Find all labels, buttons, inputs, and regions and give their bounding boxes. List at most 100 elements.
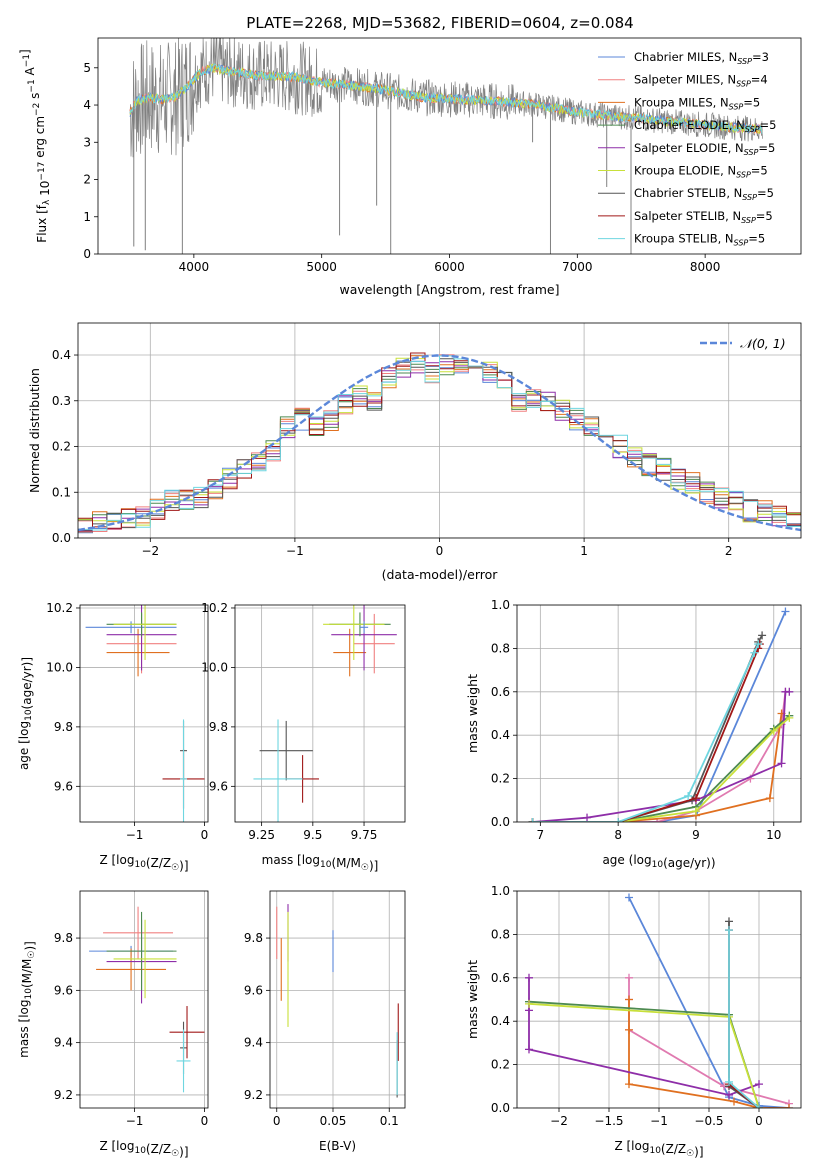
y-axis-label: Flux [fλ 10−17 erg cm−2 s−1 A−1] xyxy=(18,49,52,242)
panel-weight-vs-age: 7 8 9 10 0.0 0.2 0.4 0.6 0.8 1.0 age (log10(age/yr… xyxy=(465,598,802,870)
normal-distribution-curve xyxy=(78,354,801,532)
weight-marker xyxy=(691,794,700,803)
x-tick-label: 9 xyxy=(692,828,700,842)
plot-area-age-vs-Z xyxy=(80,605,208,822)
weight-line xyxy=(532,691,787,822)
y-tick-label: 0.2 xyxy=(491,772,510,786)
legend-label: Salpeter ELODIE, NSSP=5 xyxy=(634,141,775,157)
y-tick-label: 9.2 xyxy=(244,1088,263,1102)
weight-line xyxy=(728,930,760,1108)
panel-mass-vs-EBV: 0 0.05 0.1 9.2 9.4 9.6 9.8 E(B-V) xyxy=(244,890,406,1153)
y-tick-label: 10.2 xyxy=(46,601,73,615)
weight-marker xyxy=(725,1090,733,1099)
y-tick-label: 9.6 xyxy=(209,779,228,793)
panel-mass-vs-Z: −1 0 9.2 9.4 9.6 9.8 Z [log10(Z/Z☉)] mass [log1… xyxy=(17,890,209,1159)
weight-marker xyxy=(625,1025,633,1034)
x-tick-label: 0 xyxy=(201,828,209,842)
y-tick-label: 5 xyxy=(83,61,91,75)
x-tick-label: 1 xyxy=(580,544,588,558)
legend-label: Chabrier STELIB, NSSP=5 xyxy=(634,186,774,202)
weight-line xyxy=(728,921,760,1108)
weight-marker xyxy=(525,999,533,1008)
y-tick-label: 0.4 xyxy=(491,728,510,742)
model-line xyxy=(129,63,763,135)
x-tick-label: −2 xyxy=(550,1114,568,1128)
x-axis-label: E(B-V) xyxy=(319,1139,356,1153)
weight-marker xyxy=(525,1045,533,1054)
axes-frame xyxy=(77,322,802,539)
weight-marker xyxy=(754,640,763,649)
panel-age-vs-Z: −1 0 9.6 9.8 10.0 10.2 Z [log10(Z/Z☉)] age [log… xyxy=(17,601,209,873)
y-axis-label: mass [log10(M/M☉)] xyxy=(17,941,37,1058)
x-tick-label: −1 xyxy=(650,1114,668,1128)
y-tick-label: 9.6 xyxy=(54,779,73,793)
panel-spectrum: 4000 5000 6000 7000 8000 0 1 2 3 4 5 Chabrier MILES… xyxy=(18,37,802,297)
weight-line xyxy=(528,1002,760,1108)
plot-area-residuals xyxy=(78,323,801,538)
figure-title: PLATE=2268, MJD=53682, FIBERID=0604, z=0… xyxy=(246,14,633,32)
x-tick-label: 0 xyxy=(436,544,444,558)
weight-line xyxy=(532,634,763,822)
y-axis-label: age [log10(age/yr)] xyxy=(17,657,34,770)
y-tick-label: 2 xyxy=(83,173,91,187)
x-axis-label: mass [log10(M/M☉)] xyxy=(262,853,379,873)
weight-marker xyxy=(691,807,700,816)
y-tick-label: 1.0 xyxy=(491,598,510,612)
weight-line xyxy=(532,643,761,822)
x-tick-label: 4000 xyxy=(179,260,210,274)
axes-frame xyxy=(79,604,209,823)
weight-marker xyxy=(625,1080,633,1089)
weight-line xyxy=(528,1000,760,1108)
weight-marker xyxy=(583,813,592,822)
y-tick-label: 0.0 xyxy=(52,531,71,545)
weight-line xyxy=(532,611,787,822)
axes-frame xyxy=(516,604,802,823)
y-tick-label: 9.2 xyxy=(54,1088,73,1102)
y-tick-label: 4 xyxy=(83,98,91,112)
plot-area-mass-vs-EBV xyxy=(270,891,405,1108)
plot-area-weight-vs-age xyxy=(517,605,801,822)
plot-area-weight-vs-Z xyxy=(517,891,801,1108)
plot-area-spectrum xyxy=(129,38,763,254)
weight-marker xyxy=(758,631,767,640)
axes-frame xyxy=(234,604,406,823)
axes-frame xyxy=(79,890,209,1109)
y-tick-label: 0.4 xyxy=(491,1014,510,1028)
y-tick-label: 0 xyxy=(83,247,91,261)
y-axis-label: Normed distribution xyxy=(27,368,42,493)
y-tick-label: 0.6 xyxy=(491,685,510,699)
weight-marker xyxy=(614,818,623,822)
x-tick-label: 10 xyxy=(766,828,781,842)
x-tick-label: 7000 xyxy=(562,260,593,274)
x-tick-label: 9.25 xyxy=(248,828,275,842)
legend-label: Kroupa ELODIE, NSSP=5 xyxy=(634,164,768,180)
axes-frame xyxy=(269,890,406,1109)
y-tick-label: 0.3 xyxy=(52,394,71,408)
x-axis-label: wavelength [Angstrom, rest frame] xyxy=(339,282,559,297)
x-tick-label: −1 xyxy=(286,544,304,558)
weight-marker xyxy=(525,973,533,982)
x-axis-label: Z [log10(Z/Z☉)] xyxy=(614,1139,703,1159)
y-tick-label: 0.0 xyxy=(491,815,510,829)
x-tick-label: 2 xyxy=(725,544,733,558)
weight-marker xyxy=(625,995,633,1004)
legend-label: Kroupa STELIB, NSSP=5 xyxy=(634,232,765,248)
y-tick-label: 9.8 xyxy=(209,720,228,734)
legend-label: 𝒩(0, 1) xyxy=(740,336,786,351)
legend-label: Kroupa MILES, NSSP=5 xyxy=(634,95,760,111)
panel-residuals: −2 −1 0 1 2 0.0 0.1 0.2 0.3 0.4 𝒩(0, 1) (data-model… xyxy=(27,322,802,582)
weight-marker xyxy=(750,648,759,657)
x-tick-label: 8000 xyxy=(690,260,721,274)
model-line xyxy=(129,63,763,134)
weight-marker xyxy=(755,1080,763,1089)
weight-line xyxy=(628,897,790,1108)
legend: Chabrier MILES, NSSP=3 Salpeter MILES, NS… xyxy=(598,50,776,248)
weight-marker xyxy=(725,917,733,926)
y-tick-label: 9.6 xyxy=(54,983,73,997)
y-tick-label: 0.2 xyxy=(52,440,71,454)
weight-line xyxy=(532,643,760,822)
y-tick-label: 0.0 xyxy=(491,1101,510,1115)
y-tick-label: 0.8 xyxy=(491,641,510,655)
y-tick-label: 3 xyxy=(83,135,91,149)
